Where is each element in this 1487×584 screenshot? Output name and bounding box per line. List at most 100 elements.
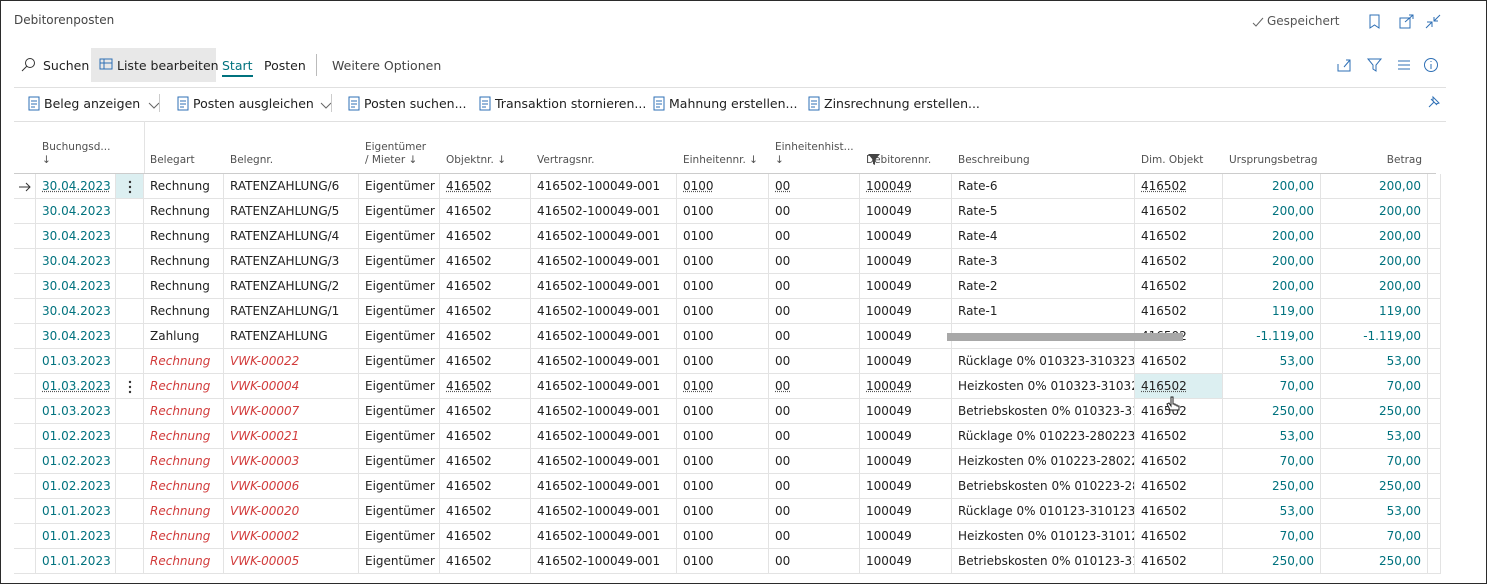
tab[interactable]: Weitere Optionen (332, 58, 442, 73)
cell[interactable]: RATENZAHLUNG/1 (224, 299, 359, 324)
cell: 00 (769, 199, 860, 224)
cell: 53,00 (1223, 424, 1321, 449)
action-button[interactable]: Transaktion stornieren... (495, 96, 647, 111)
row-menu[interactable] (116, 224, 144, 249)
cell[interactable]: RATENZAHLUNG/4 (224, 224, 359, 249)
column-header[interactable]: Belegnr. (230, 154, 274, 166)
column-header[interactable]: Objektnr. ↓ (446, 154, 506, 166)
column-header[interactable]: Betrag (1386, 154, 1422, 166)
cell[interactable]: 30.04.2023 (36, 324, 116, 349)
row-marker (14, 399, 36, 424)
row-menu[interactable] (116, 349, 144, 374)
column-header[interactable]: Vertragsnr. (537, 154, 595, 166)
cell: 416502 (1135, 249, 1223, 274)
action-button[interactable]: Mahnung erstellen... (669, 96, 798, 111)
cell[interactable]: 01.01.2023 (36, 549, 116, 574)
cell[interactable]: VWK-00004 (224, 374, 359, 399)
cell: Rechnung (144, 524, 224, 549)
cell[interactable]: VWK-00005 (224, 549, 359, 574)
row-marker (14, 374, 36, 399)
pin-icon[interactable] (1425, 95, 1441, 111)
cell[interactable]: 30.04.2023 (36, 174, 116, 199)
cell[interactable]: RATENZAHLUNG/3 (224, 249, 359, 274)
cell[interactable]: VWK-00020 (224, 499, 359, 524)
cell[interactable]: 01.01.2023 (36, 524, 116, 549)
column-header[interactable]: Eigentümer / Mieter ↓ (365, 141, 427, 166)
toolbar-icons[interactable] (1336, 56, 1446, 74)
column-header[interactable]: Dim. Objekt (1141, 154, 1204, 166)
cell: Eigentümer (359, 449, 440, 474)
cell: 416502 (440, 324, 531, 349)
cell[interactable]: 01.03.2023 (36, 399, 116, 424)
row-end (1428, 549, 1441, 574)
cell[interactable]: RATENZAHLUNG (224, 324, 359, 349)
column-header[interactable]: Einheitenhist... ↓ (775, 141, 854, 166)
cell[interactable]: 01.02.2023 (36, 424, 116, 449)
separator (331, 94, 332, 112)
cell: 00 (769, 249, 860, 274)
row-menu[interactable] (116, 249, 144, 274)
action-button[interactable]: Beleg anzeigen (44, 96, 141, 111)
row-end (1428, 224, 1441, 249)
cell[interactable]: 01.02.2023 (36, 449, 116, 474)
action-button[interactable]: Zinsrechnung erstellen... (824, 96, 980, 111)
separator (159, 94, 160, 112)
tab[interactable]: Suchen (43, 58, 90, 73)
cell[interactable]: VWK-00002 (224, 524, 359, 549)
column-header[interactable]: Buchungsd... ↓ (42, 141, 111, 166)
cell: 00 (769, 299, 860, 324)
cell[interactable]: 01.02.2023 (36, 474, 116, 499)
action-button[interactable]: Posten suchen... (364, 96, 467, 111)
cell: Rate-5 (952, 199, 1135, 224)
window-icons[interactable] (1367, 13, 1447, 31)
row-menu[interactable] (116, 549, 144, 574)
cell[interactable]: 30.04.2023 (36, 274, 116, 299)
cell: 416502 (1135, 449, 1223, 474)
cell[interactable]: 30.04.2023 (36, 224, 116, 249)
cell[interactable]: RATENZAHLUNG/2 (224, 274, 359, 299)
cell[interactable]: VWK-00006 (224, 474, 359, 499)
tab[interactable]: Liste bearbeiten (117, 58, 219, 73)
action-button[interactable]: Posten ausgleichen (193, 96, 314, 111)
column-header[interactable]: Einheitennr. ↓ (683, 154, 758, 166)
row-menu[interactable] (116, 474, 144, 499)
row-menu[interactable] (116, 399, 144, 424)
cell[interactable]: 01.01.2023 (36, 499, 116, 524)
cell: 00 (769, 349, 860, 374)
cell: Rechnung (144, 274, 224, 299)
column-header[interactable]: Ursprungsbetrag (1229, 154, 1318, 166)
row-menu[interactable] (116, 299, 144, 324)
cell: 250,00 (1321, 474, 1428, 499)
cell: Rücklage 0% 010223-280223 (952, 424, 1135, 449)
cell[interactable]: 01.03.2023 (36, 349, 116, 374)
cell: 200,00 (1223, 249, 1321, 274)
row-menu[interactable] (116, 274, 144, 299)
cell[interactable]: 30.04.2023 (36, 299, 116, 324)
tab[interactable]: Posten (264, 58, 306, 73)
column-header[interactable]: Belegart (150, 154, 195, 166)
cell[interactable]: RATENZAHLUNG/5 (224, 199, 359, 224)
cell: 416502 (440, 299, 531, 324)
row-menu[interactable] (116, 524, 144, 549)
column-header[interactable]: Debitorennr. (866, 154, 932, 166)
row-menu[interactable] (116, 424, 144, 449)
row-menu[interactable] (116, 499, 144, 524)
cell[interactable]: VWK-00007 (224, 399, 359, 424)
row-menu[interactable] (116, 374, 144, 399)
cell: 416502 (1135, 474, 1223, 499)
cell[interactable]: 30.04.2023 (36, 249, 116, 274)
row-menu[interactable] (116, 199, 144, 224)
cell[interactable]: 30.04.2023 (36, 199, 116, 224)
row-menu[interactable] (116, 324, 144, 349)
cell: 100049 (860, 549, 952, 574)
column-header[interactable]: Beschreibung (958, 154, 1030, 166)
tab[interactable]: Start (222, 58, 253, 77)
cell[interactable]: RATENZAHLUNG/6 (224, 174, 359, 199)
cell[interactable]: VWK-00003 (224, 449, 359, 474)
cell[interactable]: VWK-00021 (224, 424, 359, 449)
row-menu[interactable] (116, 449, 144, 474)
cell[interactable]: 01.03.2023 (36, 374, 116, 399)
cell[interactable]: VWK-00022 (224, 349, 359, 374)
row-marker (14, 549, 36, 574)
cell: 00 (769, 424, 860, 449)
